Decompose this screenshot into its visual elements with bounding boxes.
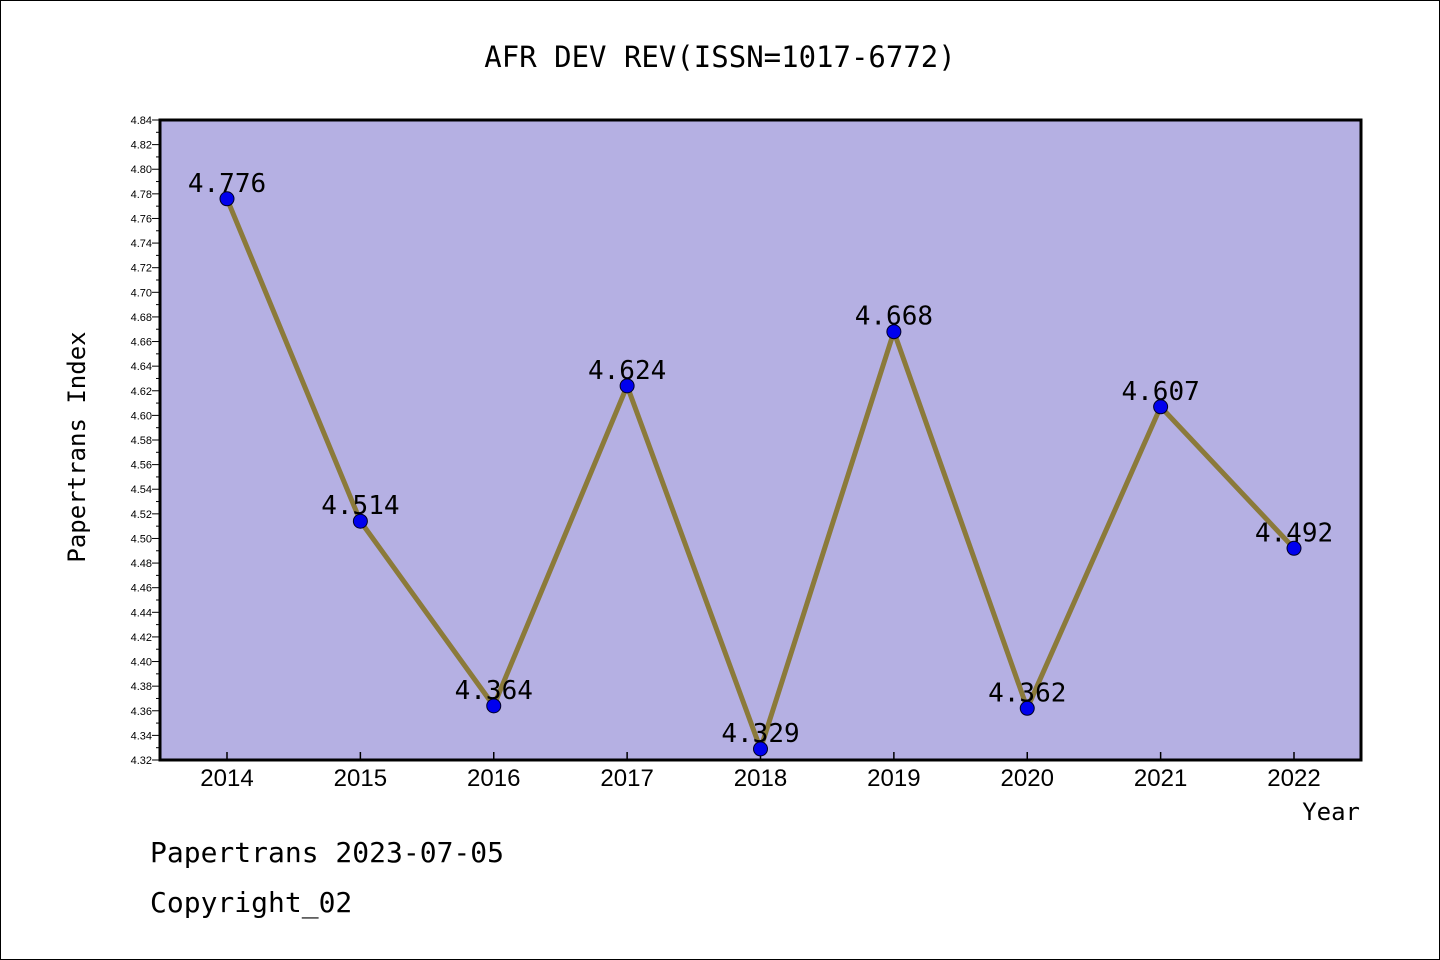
y-tick-label: 4.56: [131, 460, 152, 472]
y-tick-label: 4.36: [131, 706, 152, 718]
y-tick-label: 4.52: [131, 509, 152, 521]
data-label: 4.329: [721, 719, 799, 749]
x-axis-label: Year: [1302, 798, 1360, 826]
y-tick-label: 4.50: [131, 533, 152, 545]
data-label: 4.492: [1255, 518, 1333, 548]
y-tick-label: 4.82: [131, 140, 152, 152]
data-label: 4.362: [988, 678, 1066, 708]
x-tick-label: 2016: [467, 765, 520, 792]
data-label: 4.668: [855, 302, 933, 332]
y-tick-label: 4.42: [131, 632, 152, 644]
series-markers: [219, 191, 1302, 757]
y-tick-label: 4.74: [131, 238, 152, 250]
data-point: [219, 191, 235, 207]
y-tick-label: 4.68: [131, 312, 152, 324]
x-tick-label: 2017: [600, 765, 653, 792]
x-tick-label: 2020: [1001, 765, 1054, 792]
y-tick-label: 4.64: [131, 361, 152, 373]
data-label: 4.514: [321, 491, 399, 521]
y-tick-label: 4.46: [131, 583, 152, 595]
x-tick-label: 2021: [1134, 765, 1187, 792]
y-tick-label: 4.84: [131, 115, 152, 127]
y-tick-label: 4.70: [131, 287, 152, 299]
y-tick-label: 4.34: [131, 730, 152, 742]
x-tick-label: 2018: [734, 765, 787, 792]
data-point: [1153, 399, 1169, 415]
data-label: 4.364: [455, 676, 533, 706]
x-tick-label: 2015: [334, 765, 387, 792]
y-tick-label: 4.66: [131, 337, 152, 349]
y-tick-label: 4.38: [131, 681, 152, 693]
y-tick-label: 4.58: [131, 435, 152, 447]
data-point: [1019, 700, 1035, 716]
y-tick-label: 4.48: [131, 558, 152, 570]
footer-copyright: Copyright_02: [150, 886, 353, 919]
y-tick-label: 4.60: [131, 410, 152, 422]
y-axis-label: Papertrans Index: [63, 331, 91, 562]
data-point: [619, 378, 635, 394]
data-label: 4.776: [188, 169, 266, 199]
y-tick-label: 4.62: [131, 386, 152, 398]
y-tick-label: 4.44: [131, 607, 152, 619]
footer-date: Papertrans 2023-07-05: [150, 836, 505, 869]
x-tick-label: 2022: [1267, 765, 1320, 792]
data-point: [486, 698, 502, 714]
y-tick-label: 4.80: [131, 164, 152, 176]
y-tick-label: 4.72: [131, 263, 152, 275]
data-point: [352, 513, 368, 529]
data-labels: 4.776 4.514 4.364 4.624 4.329 4.668 4.362 4.607…: [188, 169, 1333, 749]
data-label: 4.624: [588, 356, 666, 386]
x-tick-label: 2019: [867, 765, 920, 792]
y-tick-label: 4.54: [131, 484, 152, 496]
x-tick-label: 2014: [200, 765, 253, 792]
chart-title: AFR DEV REV(ISSN=1017-6772): [484, 40, 955, 74]
plot-area: [160, 120, 1361, 760]
x-axis: 2014 2015 2016 2017 2018 2019 2020 2021 2022: [200, 752, 1321, 792]
data-point: [1286, 540, 1302, 556]
data-label: 4.607: [1121, 377, 1199, 407]
data-point: [886, 324, 902, 340]
y-tick-label: 4.32: [131, 755, 152, 767]
data-point: [753, 741, 768, 757]
y-tick-label: 4.78: [131, 189, 152, 201]
plot-border: [158, 118, 1363, 762]
y-tick-label: 4.40: [131, 657, 152, 669]
y-axis: 4.32 4.34 4.36 4.38 4.40 4.42 4.44 4.46 4.48 4.50…: [131, 115, 160, 767]
y-tick-label: 4.76: [131, 213, 152, 225]
